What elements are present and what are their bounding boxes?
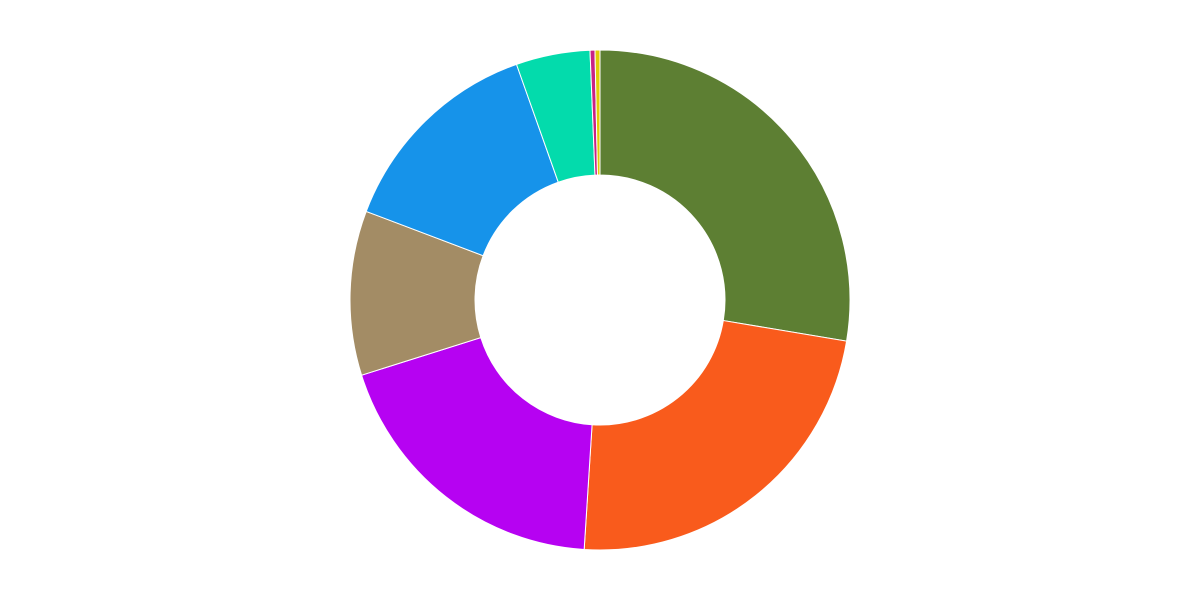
donut-svg bbox=[0, 0, 1200, 600]
donut-slice-0 bbox=[600, 50, 850, 341]
donut-slice-2 bbox=[362, 338, 593, 550]
donut-slice-1 bbox=[584, 321, 846, 550]
donut-chart bbox=[0, 0, 1200, 600]
